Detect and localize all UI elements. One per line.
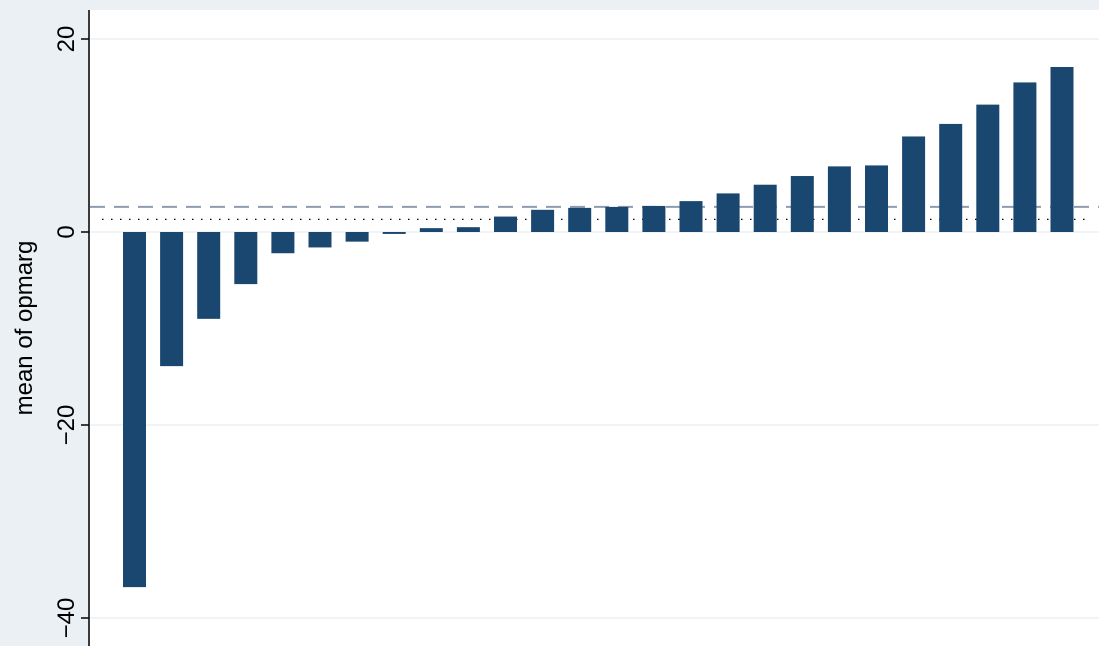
bar	[642, 205, 666, 232]
bar	[1013, 82, 1037, 232]
bar	[939, 123, 963, 232]
bar	[865, 165, 888, 232]
y-tick-label: −40	[53, 598, 80, 639]
bar	[197, 232, 221, 319]
y-tick-label: −20	[53, 405, 80, 446]
bar	[753, 184, 777, 232]
reference-lines	[90, 205, 1099, 220]
bar	[419, 228, 443, 232]
bar	[605, 206, 629, 232]
y-axis-title: mean of opmarg	[11, 241, 38, 416]
bar	[382, 232, 406, 234]
bars	[123, 66, 1074, 588]
bar	[902, 136, 926, 232]
bar	[123, 232, 146, 588]
bar	[271, 232, 295, 254]
bar	[531, 209, 555, 232]
bar	[679, 201, 703, 232]
gridlines	[90, 38, 1099, 619]
bar	[716, 193, 740, 232]
bar	[345, 232, 369, 242]
bar	[308, 232, 332, 248]
bar	[160, 232, 184, 367]
bar	[1050, 66, 1074, 232]
bar	[568, 207, 592, 232]
bar	[790, 176, 814, 232]
bar	[456, 227, 480, 232]
plot-area	[90, 10, 1099, 646]
y-axis-ticks: 20 0 −20 −40	[53, 26, 89, 639]
y-tick-label: 0	[53, 225, 80, 238]
bar	[976, 104, 1000, 232]
bar	[827, 166, 851, 232]
bar	[234, 232, 258, 285]
bar	[494, 216, 517, 232]
y-tick-label: 20	[53, 26, 80, 53]
